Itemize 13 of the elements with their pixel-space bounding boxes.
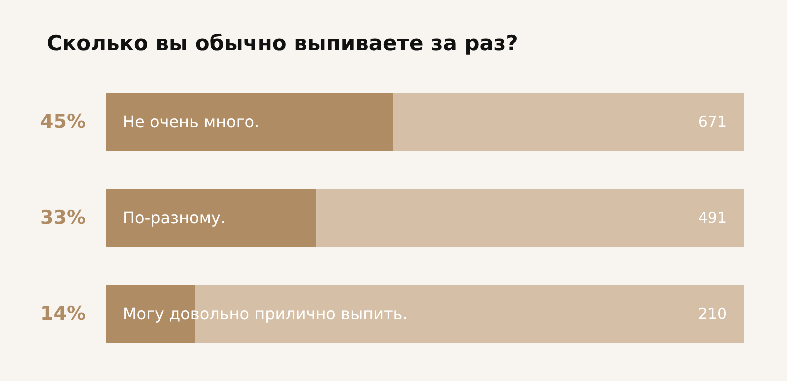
- y-tick-label: Не очень много.: [123, 112, 260, 132]
- y-tick-label: По-разному.: [123, 208, 226, 228]
- annotation: 671: [698, 113, 727, 131]
- chart-title: Сколько вы обычно выпиваете за раз?: [47, 32, 518, 56]
- annotation: 210: [698, 305, 727, 323]
- bar: [106, 189, 317, 247]
- bar: [106, 93, 394, 151]
- data-label: 33%: [40, 207, 86, 229]
- data-label: 45%: [40, 111, 86, 133]
- annotation: 491: [698, 209, 727, 227]
- bar: [393, 93, 744, 151]
- data-label: 14%: [40, 303, 86, 325]
- bar: [316, 189, 744, 247]
